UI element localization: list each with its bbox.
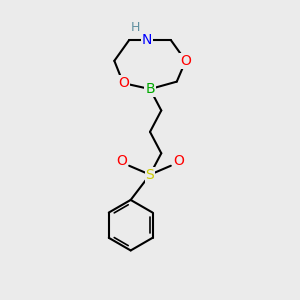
Text: O: O <box>118 76 129 90</box>
Text: S: S <box>146 168 154 182</box>
Text: H: H <box>131 21 140 34</box>
Text: O: O <box>173 154 184 168</box>
Text: B: B <box>145 82 155 96</box>
Text: N: N <box>142 33 152 47</box>
Text: O: O <box>116 154 127 168</box>
Text: O: O <box>180 54 191 68</box>
